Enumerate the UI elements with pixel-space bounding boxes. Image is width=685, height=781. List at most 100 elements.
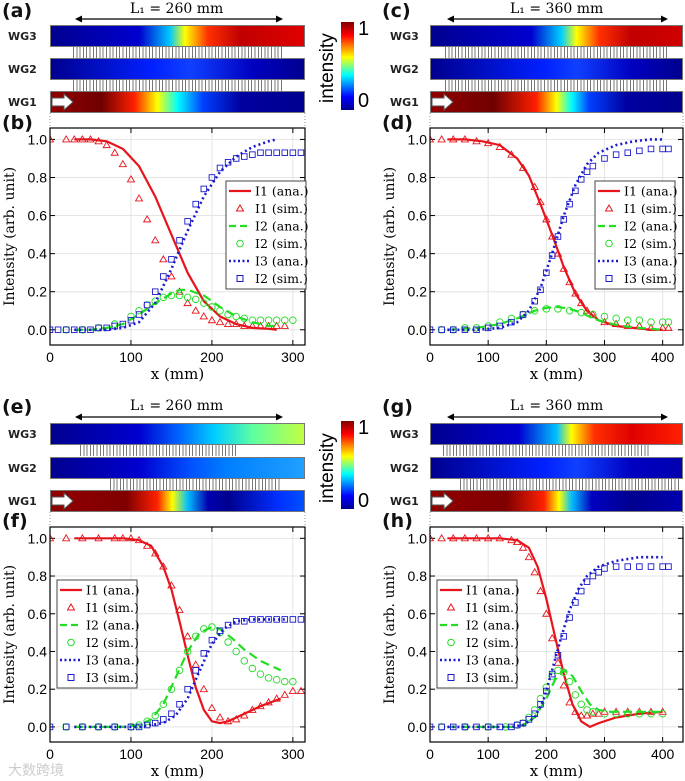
legend-circle-icon <box>67 638 75 647</box>
data-point-triangle <box>175 605 184 613</box>
data-point-circle <box>565 306 574 315</box>
plot-area <box>50 135 305 334</box>
data-point-circle <box>496 318 504 326</box>
x-axis-label: x (mm) <box>151 365 204 383</box>
data-point-circle <box>183 293 192 302</box>
legend-triangle-icon <box>235 204 245 212</box>
length-label-e: L₁ = 260 mm <box>130 398 224 414</box>
legend-label: I1 (sim.) <box>255 201 308 216</box>
data-point-triangle <box>530 567 539 576</box>
legend-box <box>56 579 138 689</box>
panel-label-e: (e) <box>2 396 33 418</box>
data-point-circle <box>600 312 609 321</box>
heatmap-g-wg2 <box>430 457 683 479</box>
data-point-circle <box>208 623 216 631</box>
data-point-square <box>531 297 538 305</box>
data-point-square <box>484 324 492 332</box>
series-line-2 <box>74 288 277 331</box>
x-tick-label: 400 <box>651 746 675 762</box>
heatmap-e-wg2 <box>50 457 305 479</box>
data-point-circle <box>143 717 151 726</box>
data-point-circle <box>525 713 533 722</box>
data-point-circle <box>94 324 103 332</box>
data-point-circle <box>272 316 281 325</box>
data-point-triangle <box>142 214 152 223</box>
wg1-label: WG1 <box>390 96 419 109</box>
data-point-square <box>232 155 240 162</box>
data-point-square <box>554 233 562 240</box>
panel-label-h: (h) <box>382 510 413 532</box>
heatmap-e-wg3 <box>50 423 305 445</box>
legend-square-icon <box>447 674 455 681</box>
data-point-triangle <box>524 552 534 561</box>
data-point-square <box>624 563 631 570</box>
data-point-circle <box>159 293 168 302</box>
chart-d: 0.0 0.2 0.4 0.6 0.8 1.0 0 100 200 300 400 x (mm) Int… <box>382 127 684 383</box>
data-point-square <box>95 723 102 731</box>
data-point-triangle <box>142 541 152 549</box>
wg1-label: WG1 <box>390 495 419 508</box>
data-point-square <box>496 723 504 731</box>
data-point-circle <box>289 677 297 686</box>
data-point-triangle <box>248 321 257 329</box>
data-point-square <box>484 723 492 731</box>
data-point-circle <box>554 305 562 313</box>
colorbar-min: 0 <box>358 490 370 512</box>
legend-circle-icon <box>605 239 613 248</box>
x-tick-label: 300 <box>281 746 305 762</box>
data-point-triangle <box>231 319 241 328</box>
data-point-square <box>143 721 151 729</box>
data-point-triangle <box>248 705 257 713</box>
data-point-square <box>548 670 556 678</box>
data-point-square <box>624 149 631 156</box>
data-point-square <box>111 723 119 731</box>
data-point-triangle <box>199 684 209 693</box>
data-point-circle <box>232 312 240 321</box>
data-point-circle <box>449 326 458 334</box>
data-point-triangle <box>472 533 481 542</box>
x-tick-label: 100 <box>476 349 500 365</box>
plot-area <box>50 533 305 731</box>
watermark: 大数跨境 <box>8 762 64 778</box>
y-tick-label: 0.0 <box>28 322 48 338</box>
data-point-square <box>216 164 224 172</box>
data-point-square <box>176 237 183 244</box>
coupler-a-21 <box>73 80 283 91</box>
data-point-square <box>103 324 110 332</box>
data-point-triangle <box>495 533 505 542</box>
data-point-circle <box>264 674 273 682</box>
wg3-label: WG3 <box>8 428 37 441</box>
legend-box <box>594 180 676 290</box>
coupler-e-32 <box>80 445 238 456</box>
coupler-a-32 <box>73 47 283 58</box>
data-point-square <box>560 216 568 223</box>
data-point-square <box>62 326 70 334</box>
data-point-square <box>135 311 143 318</box>
data-point-square <box>71 326 78 334</box>
data-point-square <box>151 719 159 727</box>
data-point-triangle <box>553 658 563 666</box>
heatmap-g-wg1 <box>430 490 683 512</box>
y-tick-label: 0.6 <box>408 208 428 224</box>
legend-label: I2 (sim.) <box>86 635 139 650</box>
data-point-square <box>184 218 191 225</box>
data-point-square <box>224 621 232 629</box>
data-point-triangle <box>191 660 200 668</box>
y-tick-label: 0.2 <box>408 681 428 697</box>
data-point-square <box>143 301 151 309</box>
colorbar-min: 0 <box>358 90 370 112</box>
data-point-triangle <box>296 686 305 695</box>
legend-label: I2 (sim.) <box>255 271 308 286</box>
data-point-square <box>601 565 608 572</box>
data-point-square <box>537 286 544 294</box>
legend-triangle-icon <box>446 603 456 611</box>
data-point-square <box>216 627 224 634</box>
data-point-square <box>192 667 199 674</box>
data-point-triangle <box>280 690 290 698</box>
data-point-square <box>566 200 573 208</box>
y-tick-label: 0.2 <box>28 284 48 300</box>
data-point-square <box>548 252 556 259</box>
data-point-circle <box>289 316 297 325</box>
data-point-triangle <box>594 709 603 717</box>
